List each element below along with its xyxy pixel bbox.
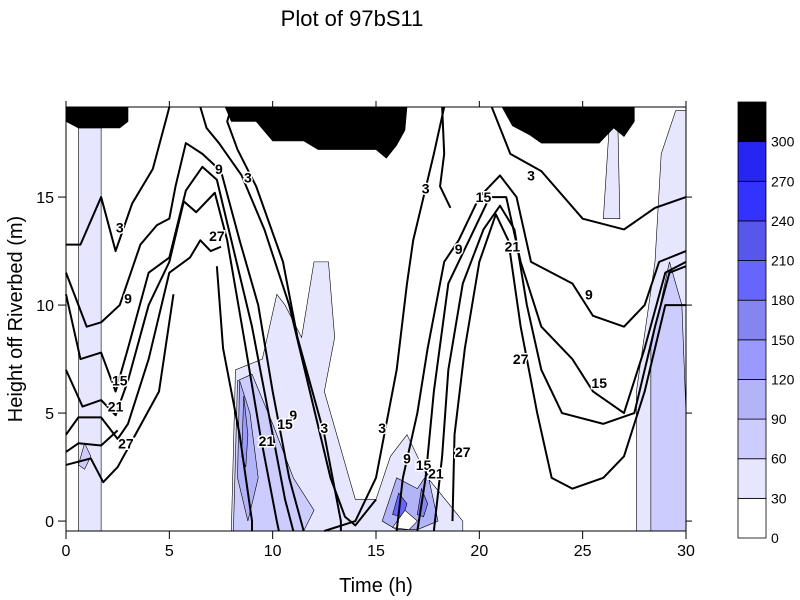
filled-region [501,106,635,144]
x-tick-label: 0 [62,543,71,560]
colorbar-tick-label: 60 [771,451,787,467]
x-tick-label: 10 [264,543,282,560]
colorbar-band [737,260,767,301]
contour-line [490,106,687,231]
colorbar-band [737,379,767,420]
x-tick-label: 15 [367,543,385,560]
contour-label: 15 [112,373,128,389]
contour-line [65,294,175,484]
colorbar-tick-label: 120 [771,371,795,387]
colorbar-tick-label: 240 [771,213,795,229]
contour-line [439,106,452,209]
contour-label: 3 [320,420,328,436]
contour-line [65,429,119,453]
contour-label: 15 [591,375,607,391]
colorbar-band [737,418,767,460]
contour-label: 15 [416,457,432,473]
contour-label: 3 [378,420,386,436]
colorbar-band [737,458,767,499]
contour-label: 21 [259,433,275,449]
contour-label: 9 [403,450,411,466]
contour-label: 21 [505,239,521,255]
x-tick-label: 25 [574,543,592,560]
colorbar-tick-label: 0 [771,530,779,546]
filled-region [391,509,418,531]
contour-label: 9 [289,407,297,423]
filled-region [224,106,408,159]
colorbar-tick-label: 270 [771,173,795,189]
contour-line [65,165,295,532]
x-tick-label: 30 [677,543,695,560]
contour-label: 27 [513,351,529,367]
contour-label: 27 [209,228,225,244]
x-tick-label: 5 [165,543,174,560]
contour-label: 3 [116,219,124,235]
contour-label: 21 [428,466,444,482]
y-tick-label: 5 [45,406,54,423]
filled-region [231,261,464,532]
colorbar-band [737,299,767,341]
contour-label: 15 [476,189,492,205]
y-tick-label: 10 [36,298,54,315]
axes: 0 5 10 15 20 25 30 0 5 10 15 [36,101,695,560]
contour-line [324,106,446,532]
contour-label: 27 [118,435,134,451]
contour-line [432,204,687,532]
y-tick-label: 0 [45,514,54,531]
contour-label: 3 [422,180,430,196]
contour-lines [65,106,687,532]
contour-line [199,106,377,527]
contour-line [451,213,686,522]
contour-label: 15 [277,416,293,432]
contour-line [65,239,222,440]
contour-label: 21 [108,399,124,415]
contour-line [215,266,253,531]
contour-label: 27 [455,444,471,460]
colorbar-tick-label: 150 [771,332,795,348]
colorbar-band [737,497,767,539]
contour-label: 9 [215,161,223,177]
colorbar-band [737,220,767,261]
colorbar-tick-label: 30 [771,490,787,506]
contour-label: 3 [527,167,535,183]
contour-line [65,191,280,532]
filled-region [78,442,92,470]
colorbar-band [737,101,767,143]
contour-line [395,174,687,532]
filled-region [65,106,129,129]
colorbar: 0 30 60 90 120 150 180 210 240 270 300 [737,101,795,546]
y-tick-label: 15 [36,190,54,207]
colorbar-tick-label: 210 [771,253,795,269]
contour-line [65,142,305,532]
chart-title: Plot of 97bS11 [281,6,424,31]
filled-region [237,380,259,522]
y-axis-label: Height off Riverbed (m) [5,216,27,422]
contour-label: 9 [585,286,593,302]
colorbar-tick-label: 300 [771,134,795,150]
colorbar-tick-label: 90 [771,411,787,427]
contour-label: 9 [455,241,463,257]
contour-line [66,106,171,253]
contour-label: 9 [124,291,132,307]
colorbar-band [737,141,767,182]
colorbar-tick-label: 180 [771,292,795,308]
contour-label: 3 [244,170,252,186]
x-axis-label: Time (h) [339,575,413,597]
colorbar-band [737,339,767,380]
colorbar-band [737,180,767,222]
x-tick-label: 20 [470,543,488,560]
